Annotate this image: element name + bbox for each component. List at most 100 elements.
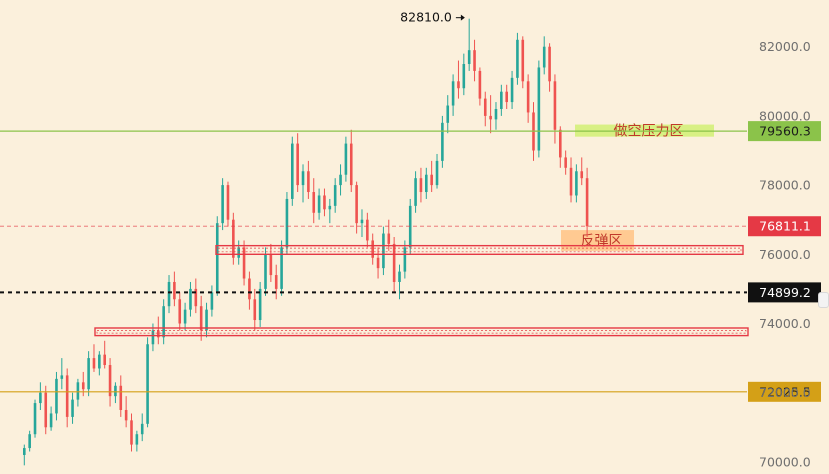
candle-body <box>183 309 187 324</box>
candle-body <box>71 399 74 417</box>
candle-body <box>425 174 428 193</box>
candle-body <box>414 178 417 206</box>
candle-body <box>323 195 326 210</box>
candle-body <box>371 240 374 258</box>
candle-body <box>467 50 471 65</box>
candle-body <box>44 392 48 428</box>
candle-body <box>76 382 80 400</box>
y-tick-label: 70000.0 <box>759 454 811 469</box>
candle-body <box>146 344 149 424</box>
candle-body <box>537 67 541 151</box>
candle-body <box>366 219 369 241</box>
candle-body <box>360 219 364 224</box>
upper-level-box <box>215 244 744 255</box>
lower-level-box-inner <box>96 330 747 334</box>
y-tick-label: 78000.0 <box>759 178 811 193</box>
candle-body <box>108 365 112 397</box>
candle-body <box>446 105 450 123</box>
candle-body <box>285 198 289 248</box>
candle-body <box>248 278 251 300</box>
candle-body <box>253 299 257 321</box>
black-level-price-label: 74899.2 <box>759 285 811 300</box>
resistance-price-label: 79560.3 <box>759 124 811 139</box>
black-level-price-badge <box>748 282 821 303</box>
candle-body <box>65 375 69 417</box>
candle-body <box>119 385 123 410</box>
candle-body <box>457 81 460 89</box>
candle-body <box>215 223 219 293</box>
candle-body <box>242 247 246 279</box>
candle-body <box>328 205 332 210</box>
candle-body <box>135 434 139 445</box>
candle-body <box>585 178 589 227</box>
candle-body <box>151 330 155 345</box>
candle-body <box>291 143 294 199</box>
candle-body <box>430 174 433 186</box>
candle-body <box>55 378 58 414</box>
candle-body <box>124 409 128 421</box>
candle-body <box>178 299 182 324</box>
candle-body <box>505 91 508 103</box>
candle-body <box>349 143 353 186</box>
candle-body <box>542 46 546 68</box>
candle-body <box>274 275 278 289</box>
candle-body <box>92 358 96 369</box>
support-price-badge <box>748 381 821 402</box>
candle-body <box>392 243 396 282</box>
candle-body <box>376 257 380 269</box>
candle-body <box>408 205 412 248</box>
y-tick-label: 74000.0 <box>759 316 811 331</box>
candle-body <box>317 195 321 213</box>
candle-body <box>435 160 439 186</box>
candle-body <box>237 247 240 258</box>
current-price-price-label: 76811.1 <box>759 219 811 234</box>
candle-body <box>226 185 230 220</box>
candle-body <box>575 171 578 196</box>
candle-body <box>60 375 64 379</box>
peak-annotation-layer: 82810.0 <box>400 10 465 25</box>
candle-body <box>98 354 101 369</box>
candle-body <box>114 385 117 397</box>
y-tick-label: 82000.0 <box>759 39 811 54</box>
candle-body <box>526 81 530 113</box>
candle-body <box>28 434 31 449</box>
candle-body <box>205 309 208 331</box>
candle-body <box>569 167 573 196</box>
candle-body <box>81 382 85 390</box>
candle-body <box>167 281 171 307</box>
candle-body <box>548 46 551 82</box>
price-axis-scroll-handle[interactable] <box>818 292 829 308</box>
candle-body <box>478 70 482 99</box>
candle-body <box>140 423 144 435</box>
candle-body <box>494 108 498 120</box>
candle-body <box>382 233 385 269</box>
candle-body <box>510 77 514 103</box>
candles-layer <box>23 18 589 466</box>
candle-body <box>301 171 305 186</box>
candle-body <box>199 306 203 331</box>
candle-body <box>103 354 106 366</box>
candle-body <box>269 254 273 276</box>
candle-body <box>49 413 53 428</box>
candle-body <box>483 98 487 116</box>
candle-body <box>280 247 283 289</box>
candle-body <box>189 288 192 310</box>
y-tick-label: 80000.0 <box>759 108 811 123</box>
candle-body <box>130 420 133 445</box>
candle-body <box>451 81 455 106</box>
support-price-label: 72025.5 <box>759 384 811 399</box>
levels-layer <box>0 130 749 393</box>
candle-body <box>398 271 401 282</box>
candle-body <box>157 330 160 338</box>
candle-body <box>33 403 37 435</box>
current-price-price-badge <box>748 216 821 237</box>
candle-body <box>473 50 476 71</box>
resistance-price-badge <box>748 121 821 142</box>
candle-body <box>264 254 267 289</box>
candle-body <box>296 143 299 186</box>
y-tick-label: 72000.0 <box>759 385 811 400</box>
candle-body <box>419 178 423 193</box>
